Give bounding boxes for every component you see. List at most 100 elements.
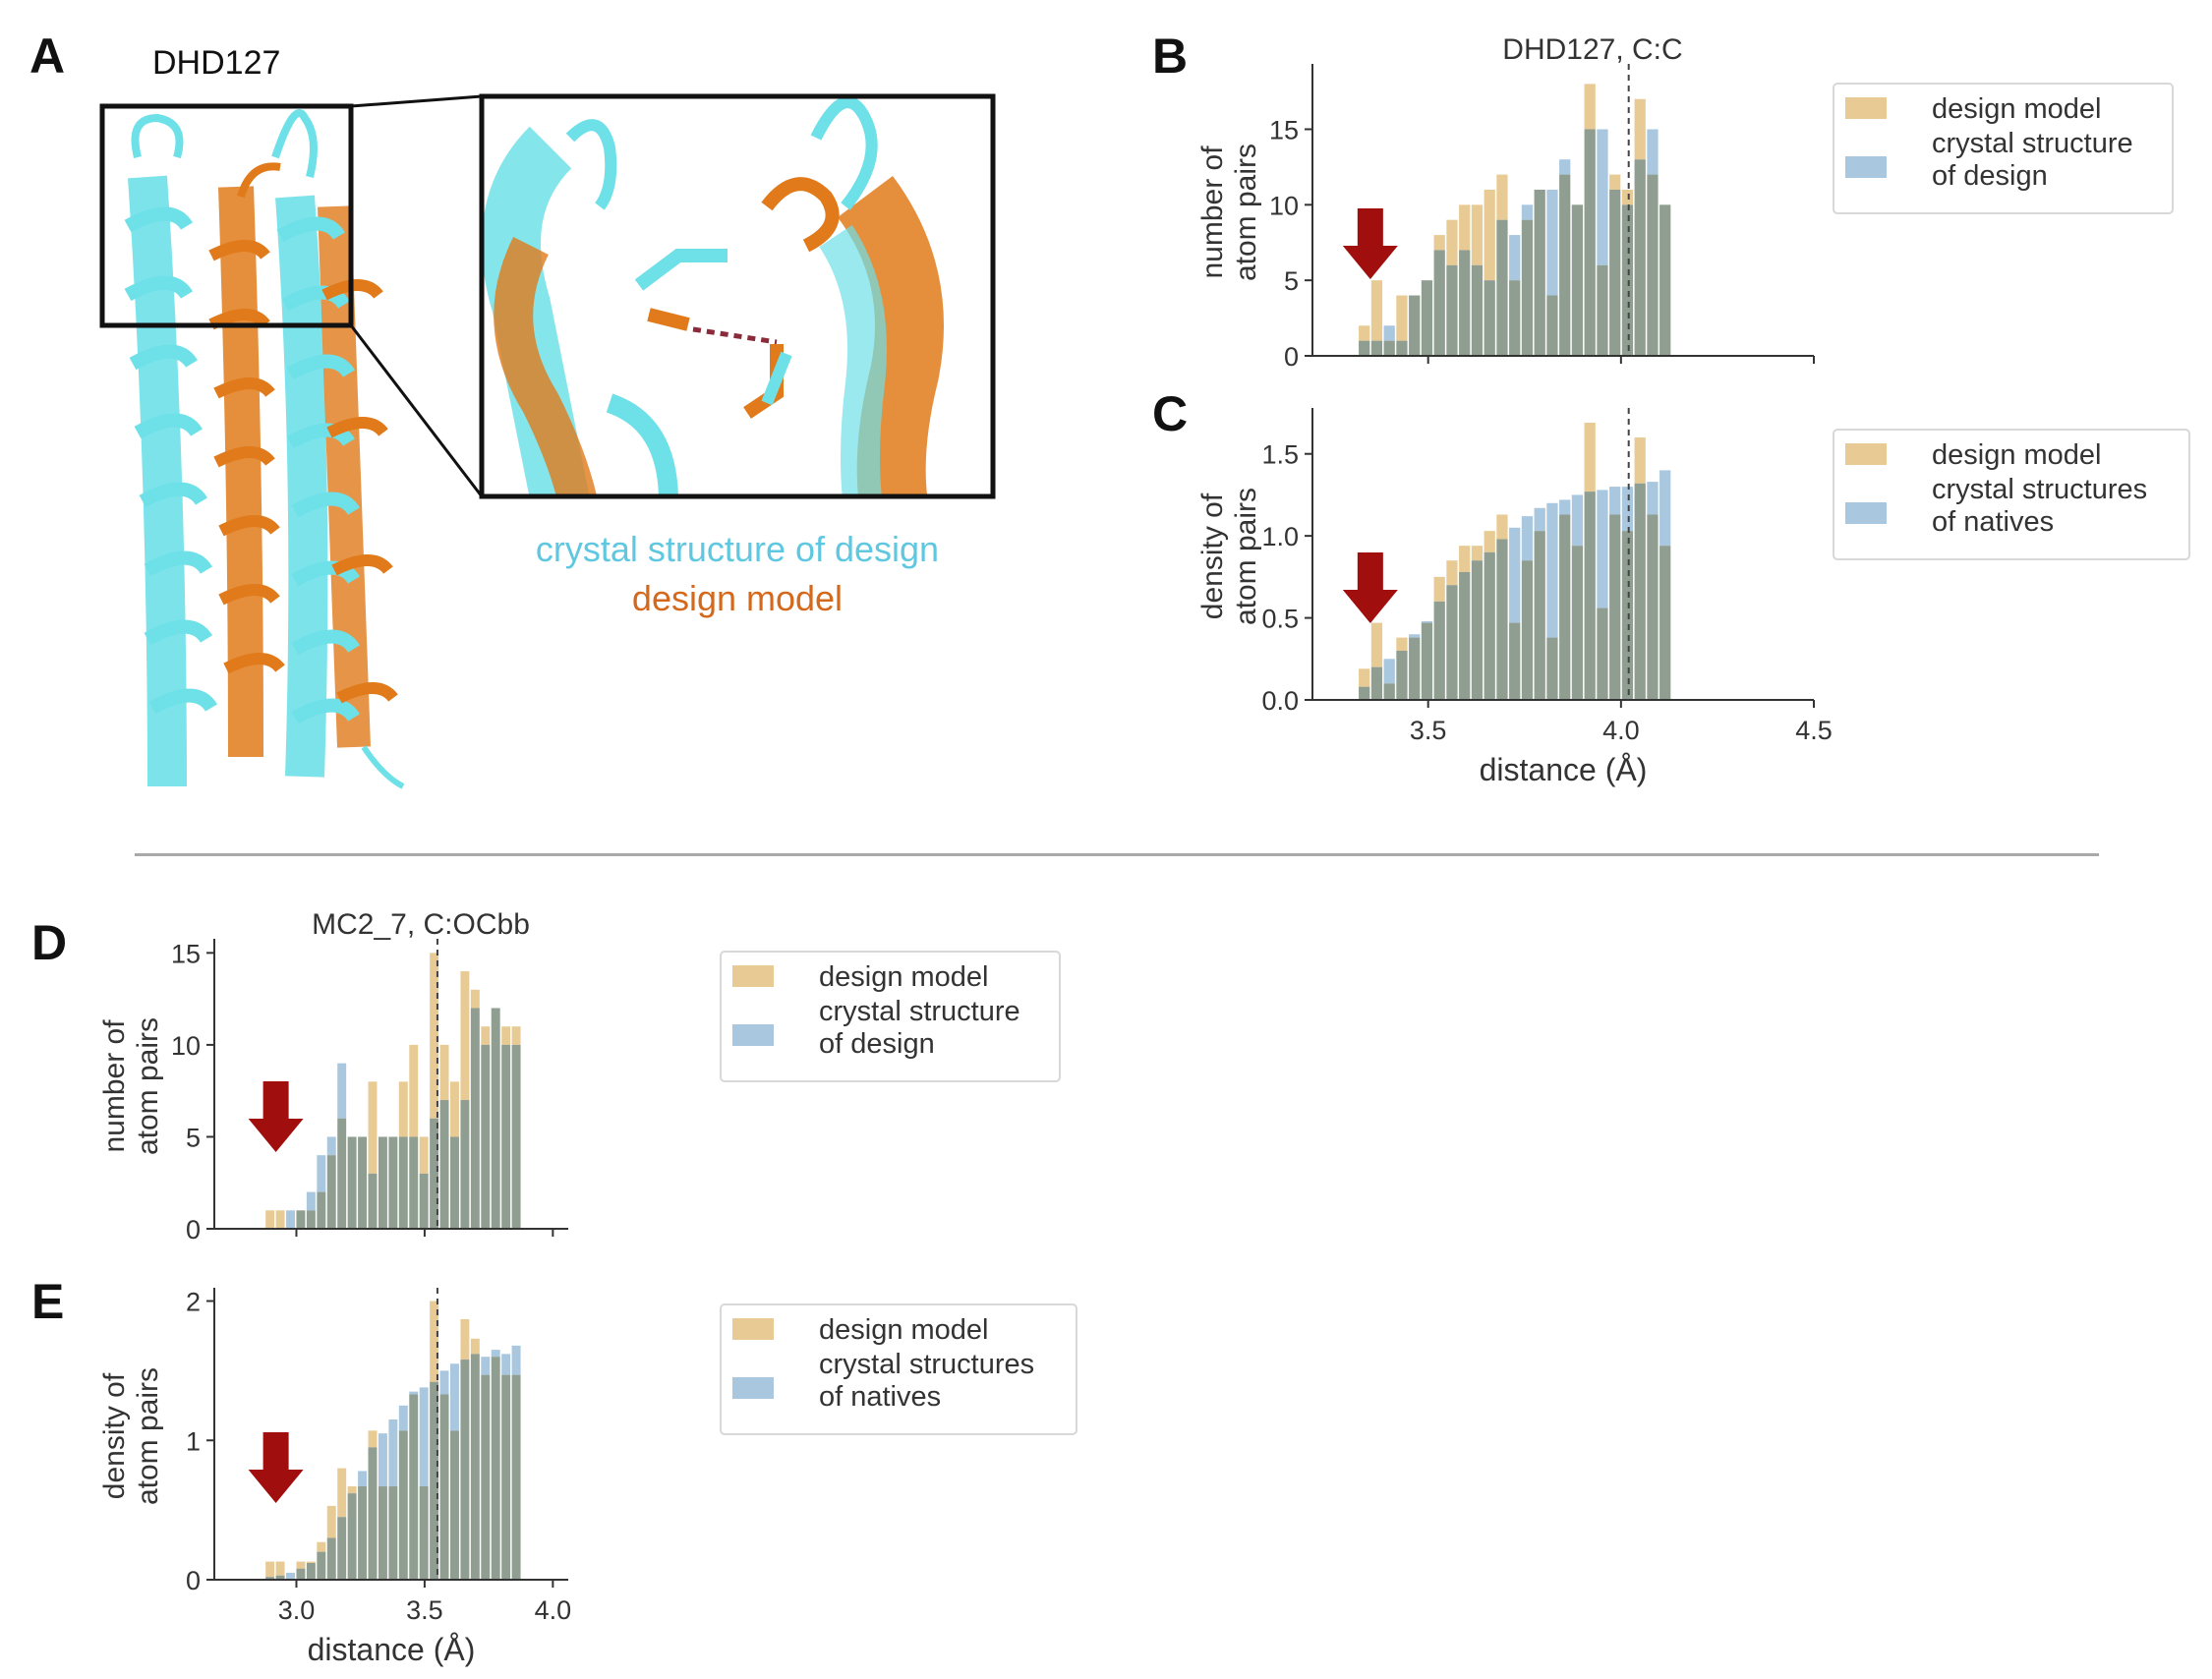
y-axis-label-line: density of <box>1196 492 1229 619</box>
histogram-bar-excess <box>1597 129 1608 265</box>
legend-swatch-crystal <box>732 1024 774 1046</box>
histogram-bar-overlap <box>1484 280 1495 356</box>
histogram-bar-excess <box>1584 84 1596 130</box>
histogram-bar-excess <box>1621 487 1634 532</box>
histogram-bar-overlap <box>1446 585 1458 700</box>
histogram-bar-excess <box>470 989 480 1009</box>
histogram-bar-excess <box>1459 546 1471 572</box>
legend-label-model: design model <box>819 1314 989 1346</box>
y-tick-label: 5 <box>186 1123 201 1152</box>
y-tick-label: 1.5 <box>1261 440 1299 470</box>
histogram-bar-overlap <box>470 1008 480 1229</box>
histogram-bar-excess <box>398 1405 408 1431</box>
y-tick-label: 5 <box>1284 266 1299 296</box>
histogram-bar-excess <box>419 1387 429 1487</box>
histogram-bar-excess <box>1521 204 1534 220</box>
histogram-bar-excess <box>326 1136 336 1156</box>
y-axis-label-line: number of <box>1196 145 1229 279</box>
legend-swatch-model <box>1845 443 1887 465</box>
legend-box <box>720 1303 1077 1435</box>
histogram-bar-overlap <box>1459 250 1471 356</box>
histogram-bar-excess <box>1609 487 1621 515</box>
histogram-bar-excess <box>1509 235 1521 281</box>
histogram-bar-overlap <box>337 1118 347 1229</box>
histogram-bar-excess <box>1409 634 1421 638</box>
histogram-bar-overlap <box>409 1136 419 1229</box>
legend-label-model: design model <box>1932 93 2102 125</box>
histogram-bar-excess <box>286 1572 295 1580</box>
histogram-bar-overlap <box>306 1562 316 1580</box>
histogram-bar-overlap <box>378 1486 387 1580</box>
red-down-arrow-icon <box>248 1081 304 1152</box>
legend-label-crystal: crystal structures <box>1932 474 2147 505</box>
histogram-bar-overlap <box>358 1136 368 1229</box>
histogram-bar-overlap <box>439 1100 449 1229</box>
helix-bundle <box>124 109 405 789</box>
x-tick-label: 3.5 <box>1410 716 1447 745</box>
y-tick-label: 0.5 <box>1261 605 1299 634</box>
histogram-bar-overlap <box>481 1044 491 1229</box>
histogram-bar-excess <box>1597 490 1608 608</box>
legend-box <box>720 951 1061 1082</box>
protein-structure-image <box>99 93 996 789</box>
histogram-bar-overlap <box>419 1173 429 1229</box>
y-tick-label: 1 <box>186 1426 201 1456</box>
histogram-bar-excess <box>450 1363 459 1431</box>
histogram-bar-overlap <box>388 1486 398 1580</box>
histogram-bar-overlap <box>398 1430 408 1580</box>
legend-label-crystal: of design <box>819 1028 935 1060</box>
histogram-bar-overlap <box>337 1517 347 1580</box>
panel-letter-a: A <box>29 29 66 84</box>
histogram-bar-overlap <box>1609 189 1621 356</box>
y-axis-label-line: atom pairs <box>132 1367 164 1505</box>
histogram-bar-overlap <box>409 1394 419 1580</box>
histogram-bar-overlap <box>1359 340 1370 356</box>
zoom-connector-top <box>350 94 483 108</box>
legend-swatch-model <box>1845 97 1887 119</box>
histogram-bar-overlap <box>326 1537 336 1580</box>
panel-a-title: DHD127 <box>152 44 281 82</box>
histogram-bar-overlap <box>1597 608 1608 700</box>
histogram-bar-overlap <box>1621 204 1634 356</box>
legend-swatch-crystal <box>1845 502 1887 524</box>
histogram-bar-excess <box>1471 204 1484 265</box>
legend-label-model: design model <box>1932 439 2102 471</box>
zoom-inset <box>479 93 996 499</box>
histogram-bar-excess <box>368 1081 378 1174</box>
histogram-bar-overlap <box>1459 571 1471 700</box>
histogram-bar-excess <box>1571 494 1584 547</box>
y-tick-label: 10 <box>1269 191 1299 220</box>
histogram-bar-overlap <box>1421 622 1433 700</box>
histogram-bar-excess <box>450 1081 459 1137</box>
y-axis-label-line: number of <box>98 1019 131 1153</box>
histogram-bar-excess <box>265 1210 275 1229</box>
panel-letter-c: C <box>1152 386 1189 441</box>
y-tick-label: 1.0 <box>1261 522 1299 551</box>
legend-label-crystal: of natives <box>819 1381 941 1413</box>
histogram-bar-overlap <box>501 1374 511 1580</box>
histogram-bar-excess <box>317 1541 326 1552</box>
histogram-bar-overlap <box>419 1486 429 1580</box>
histogram-bar-overlap <box>460 1100 470 1229</box>
histogram-bar-overlap <box>306 1210 316 1229</box>
legend-label-crystal: crystal structures <box>819 1349 1034 1380</box>
y-tick-label: 2 <box>186 1288 201 1317</box>
y-axis-label: number ofatom pairs <box>1196 144 1262 281</box>
histogram-bar-excess <box>460 1318 470 1361</box>
histogram-bar-overlap <box>1534 531 1545 700</box>
histogram-bar-overlap <box>1370 666 1383 700</box>
histogram-bar-overlap <box>511 1044 521 1229</box>
histogram-bar-excess <box>1621 189 1634 205</box>
legend-label-crystal: crystal structure <box>819 996 1020 1027</box>
histogram-bar-overlap <box>1584 492 1596 700</box>
histogram-bar-overlap <box>1659 546 1671 700</box>
y-tick-label: 0.0 <box>1261 686 1299 716</box>
histogram-bar-excess <box>347 1486 357 1494</box>
histogram-bar-overlap <box>296 1210 306 1229</box>
chart-title: MC2_7, C:OCbb <box>312 908 530 941</box>
histogram-bar-overlap <box>1609 514 1621 700</box>
histogram-bar-excess <box>358 1471 368 1487</box>
histogram-bar-excess <box>1496 514 1508 540</box>
histogram-bar-overlap <box>347 1493 357 1580</box>
